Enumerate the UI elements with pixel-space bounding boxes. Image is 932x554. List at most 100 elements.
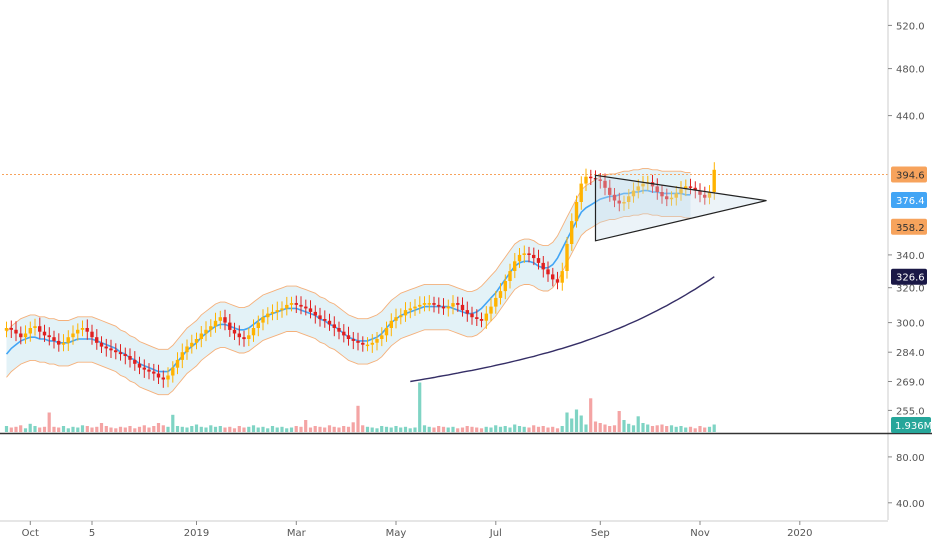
candle-body[interactable] — [218, 317, 222, 321]
candle-body[interactable] — [441, 306, 446, 309]
candle-body[interactable] — [389, 320, 393, 328]
candle-body[interactable] — [109, 348, 113, 351]
candle-body[interactable] — [57, 340, 61, 345]
candle-body[interactable] — [536, 258, 541, 263]
candle-body[interactable] — [674, 193, 678, 198]
candle-body[interactable] — [185, 346, 189, 353]
candle-body[interactable] — [413, 306, 417, 309]
candle-body[interactable] — [171, 367, 175, 376]
candle-body[interactable] — [408, 308, 412, 311]
candle-body[interactable] — [579, 183, 583, 202]
candle-body[interactable] — [361, 342, 365, 345]
candle-body[interactable] — [80, 328, 85, 330]
candle-body[interactable] — [342, 331, 346, 336]
candle-body[interactable] — [669, 197, 674, 200]
candle-body[interactable] — [432, 303, 436, 305]
candle-body[interactable] — [228, 322, 232, 330]
candle-body[interactable] — [237, 333, 241, 338]
triangle-pattern-drawing[interactable] — [594, 174, 767, 242]
candle-body[interactable] — [375, 339, 379, 343]
candle-body[interactable] — [384, 328, 389, 336]
candle-body[interactable] — [422, 303, 427, 305]
candle-body[interactable] — [194, 339, 199, 343]
candle-body[interactable] — [4, 328, 9, 331]
candle-body[interactable] — [85, 328, 89, 332]
candle-body[interactable] — [451, 303, 455, 307]
candle-body[interactable] — [475, 317, 479, 319]
candle-body[interactable] — [365, 344, 370, 347]
candle-body[interactable] — [555, 279, 560, 283]
candle-body[interactable] — [99, 342, 104, 347]
candle-body[interactable] — [508, 271, 512, 281]
candle-body[interactable] — [270, 311, 275, 314]
candle-body[interactable] — [76, 329, 80, 334]
price-axis-ticks[interactable]: 520.0 480.0 440.0 340.0 320.0 300.0 284.0 269.0… — [888, 21, 925, 510]
candle-body[interactable] — [346, 335, 351, 339]
candle-body[interactable] — [118, 352, 123, 355]
candle-body[interactable] — [19, 333, 23, 338]
candle-body[interactable] — [456, 303, 460, 305]
candle-body[interactable] — [489, 306, 493, 314]
candle-body[interactable] — [104, 346, 108, 349]
candle-body[interactable] — [337, 328, 341, 332]
candle-body[interactable] — [546, 269, 550, 275]
candle-body[interactable] — [693, 187, 697, 191]
candle-body[interactable] — [275, 310, 279, 312]
candle-body[interactable] — [190, 342, 194, 347]
candle-body[interactable] — [598, 179, 602, 181]
candle-body[interactable] — [95, 337, 99, 343]
candle-body[interactable] — [660, 192, 664, 197]
candle-body[interactable] — [570, 221, 574, 244]
candle-body[interactable] — [318, 315, 322, 319]
candle-body[interactable] — [498, 291, 503, 298]
candle-body[interactable] — [394, 317, 398, 321]
candle-body[interactable] — [517, 254, 522, 262]
candle-body[interactable] — [427, 303, 431, 305]
candle-body[interactable] — [175, 359, 180, 368]
candle-body[interactable] — [541, 262, 545, 270]
candle-body[interactable] — [636, 186, 640, 191]
candle-body[interactable] — [166, 375, 170, 380]
candle-body[interactable] — [655, 186, 659, 192]
candle-body[interactable] — [247, 335, 251, 339]
candle-body[interactable] — [294, 303, 298, 305]
candle-body[interactable] — [61, 342, 66, 345]
candle-body[interactable] — [707, 192, 712, 198]
candle-body[interactable] — [156, 373, 161, 378]
candle-body[interactable] — [622, 202, 626, 204]
candle-body[interactable] — [142, 367, 146, 370]
candle-body[interactable] — [479, 319, 484, 321]
candle-body[interactable] — [703, 194, 707, 198]
candle-body[interactable] — [612, 194, 617, 201]
candle-body[interactable] — [66, 337, 70, 343]
candle-body[interactable] — [503, 281, 507, 292]
candle-body[interactable] — [38, 326, 42, 332]
candle-body[interactable] — [242, 337, 246, 340]
candle-body[interactable] — [9, 328, 13, 330]
candle-body[interactable] — [522, 253, 526, 255]
candle-body[interactable] — [23, 333, 28, 338]
candle-body[interactable] — [684, 186, 688, 190]
candle-body[interactable] — [199, 333, 203, 340]
candle-body[interactable] — [232, 329, 237, 334]
candle-body[interactable] — [123, 354, 127, 356]
candle-body[interactable] — [114, 350, 118, 353]
candle-body[interactable] — [289, 303, 294, 305]
candle-body[interactable] — [351, 339, 355, 341]
candle-body[interactable] — [399, 315, 403, 318]
candle-body[interactable] — [446, 306, 450, 309]
candle-body[interactable] — [52, 337, 56, 341]
candle-body[interactable] — [584, 176, 588, 184]
candle-body[interactable] — [133, 359, 137, 364]
candle-body[interactable] — [513, 261, 517, 271]
candle-body[interactable] — [209, 326, 213, 330]
candle-body[interactable] — [437, 304, 441, 307]
candle-body[interactable] — [33, 326, 37, 328]
candle-body[interactable] — [332, 324, 336, 328]
candle-body[interactable] — [161, 377, 165, 380]
candle-body[interactable] — [299, 304, 303, 307]
candle-body[interactable] — [152, 371, 156, 374]
candle-body[interactable] — [574, 202, 579, 222]
candle-body[interactable] — [665, 196, 669, 200]
candle-body[interactable] — [589, 176, 593, 179]
